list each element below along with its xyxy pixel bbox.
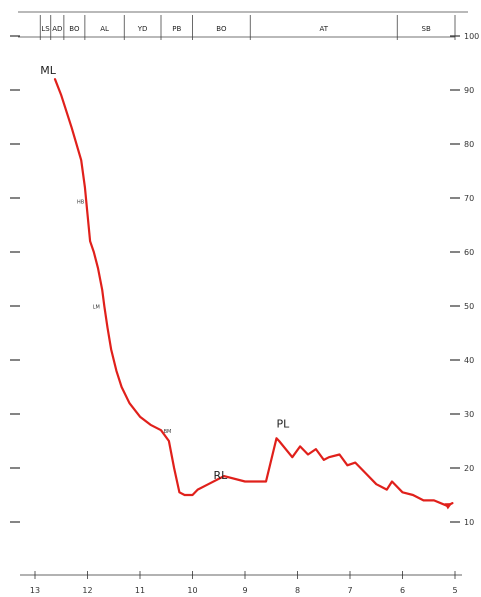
annotation-rl: RL — [214, 469, 229, 482]
annotation-bm: BM — [164, 429, 172, 435]
x-tick-label: 9 — [242, 586, 247, 595]
zone-strip: LS AD BO AL YD PB BO AT SB — [18, 11, 468, 40]
annotation-hb: HB — [77, 199, 85, 205]
right-tick-label: 40 — [464, 356, 474, 365]
left-axis — [10, 35, 20, 523]
right-tick-label: 60 — [464, 248, 474, 257]
series-line — [53, 78, 454, 507]
x-axis: 13 12 11 10 9 8 7 6 5 — [20, 571, 462, 595]
right-tick-label: 30 — [464, 410, 474, 419]
zone-label-bo: BO — [216, 25, 227, 33]
annotation-lm: LM — [93, 305, 100, 311]
right-tick-label: 70 — [464, 194, 474, 203]
x-tick-label: 13 — [30, 586, 40, 595]
series-arrow — [444, 503, 453, 510]
right-tick-label: 10 — [464, 518, 474, 527]
x-tick-label: 10 — [187, 586, 197, 595]
annotations: ML RL PL HB LM BM — [40, 64, 290, 482]
right-tick-label: 20 — [464, 464, 474, 473]
annotation-ml: ML — [40, 64, 56, 77]
zone-label-bo: BO — [69, 25, 80, 33]
zone-label-ls: LS — [41, 25, 50, 33]
zone-label-pb: PB — [172, 25, 181, 33]
right-tick-label: 90 — [464, 86, 474, 95]
x-tick-label: 7 — [347, 586, 352, 595]
zone-label-ad: AD — [52, 25, 62, 33]
x-tick-label: 5 — [452, 586, 457, 595]
x-tick-label: 6 — [400, 586, 405, 595]
zone-label-sb: SB — [422, 25, 431, 33]
zone-label-al: AL — [100, 25, 109, 33]
right-tick-label: 80 — [464, 140, 474, 149]
annotation-pl: PL — [277, 418, 291, 431]
zone-label-yd: YD — [137, 25, 148, 33]
x-tick-label: 11 — [135, 586, 145, 595]
right-tick-label: 50 — [464, 302, 474, 311]
zone-label-at: AT — [319, 25, 328, 33]
right-tick-label: 100 — [464, 32, 479, 41]
x-tick-label: 12 — [82, 586, 92, 595]
series-group — [53, 78, 454, 510]
right-axis: 100 90 80 70 60 50 40 30 20 10 — [450, 32, 479, 527]
x-tick-label: 8 — [295, 586, 300, 595]
